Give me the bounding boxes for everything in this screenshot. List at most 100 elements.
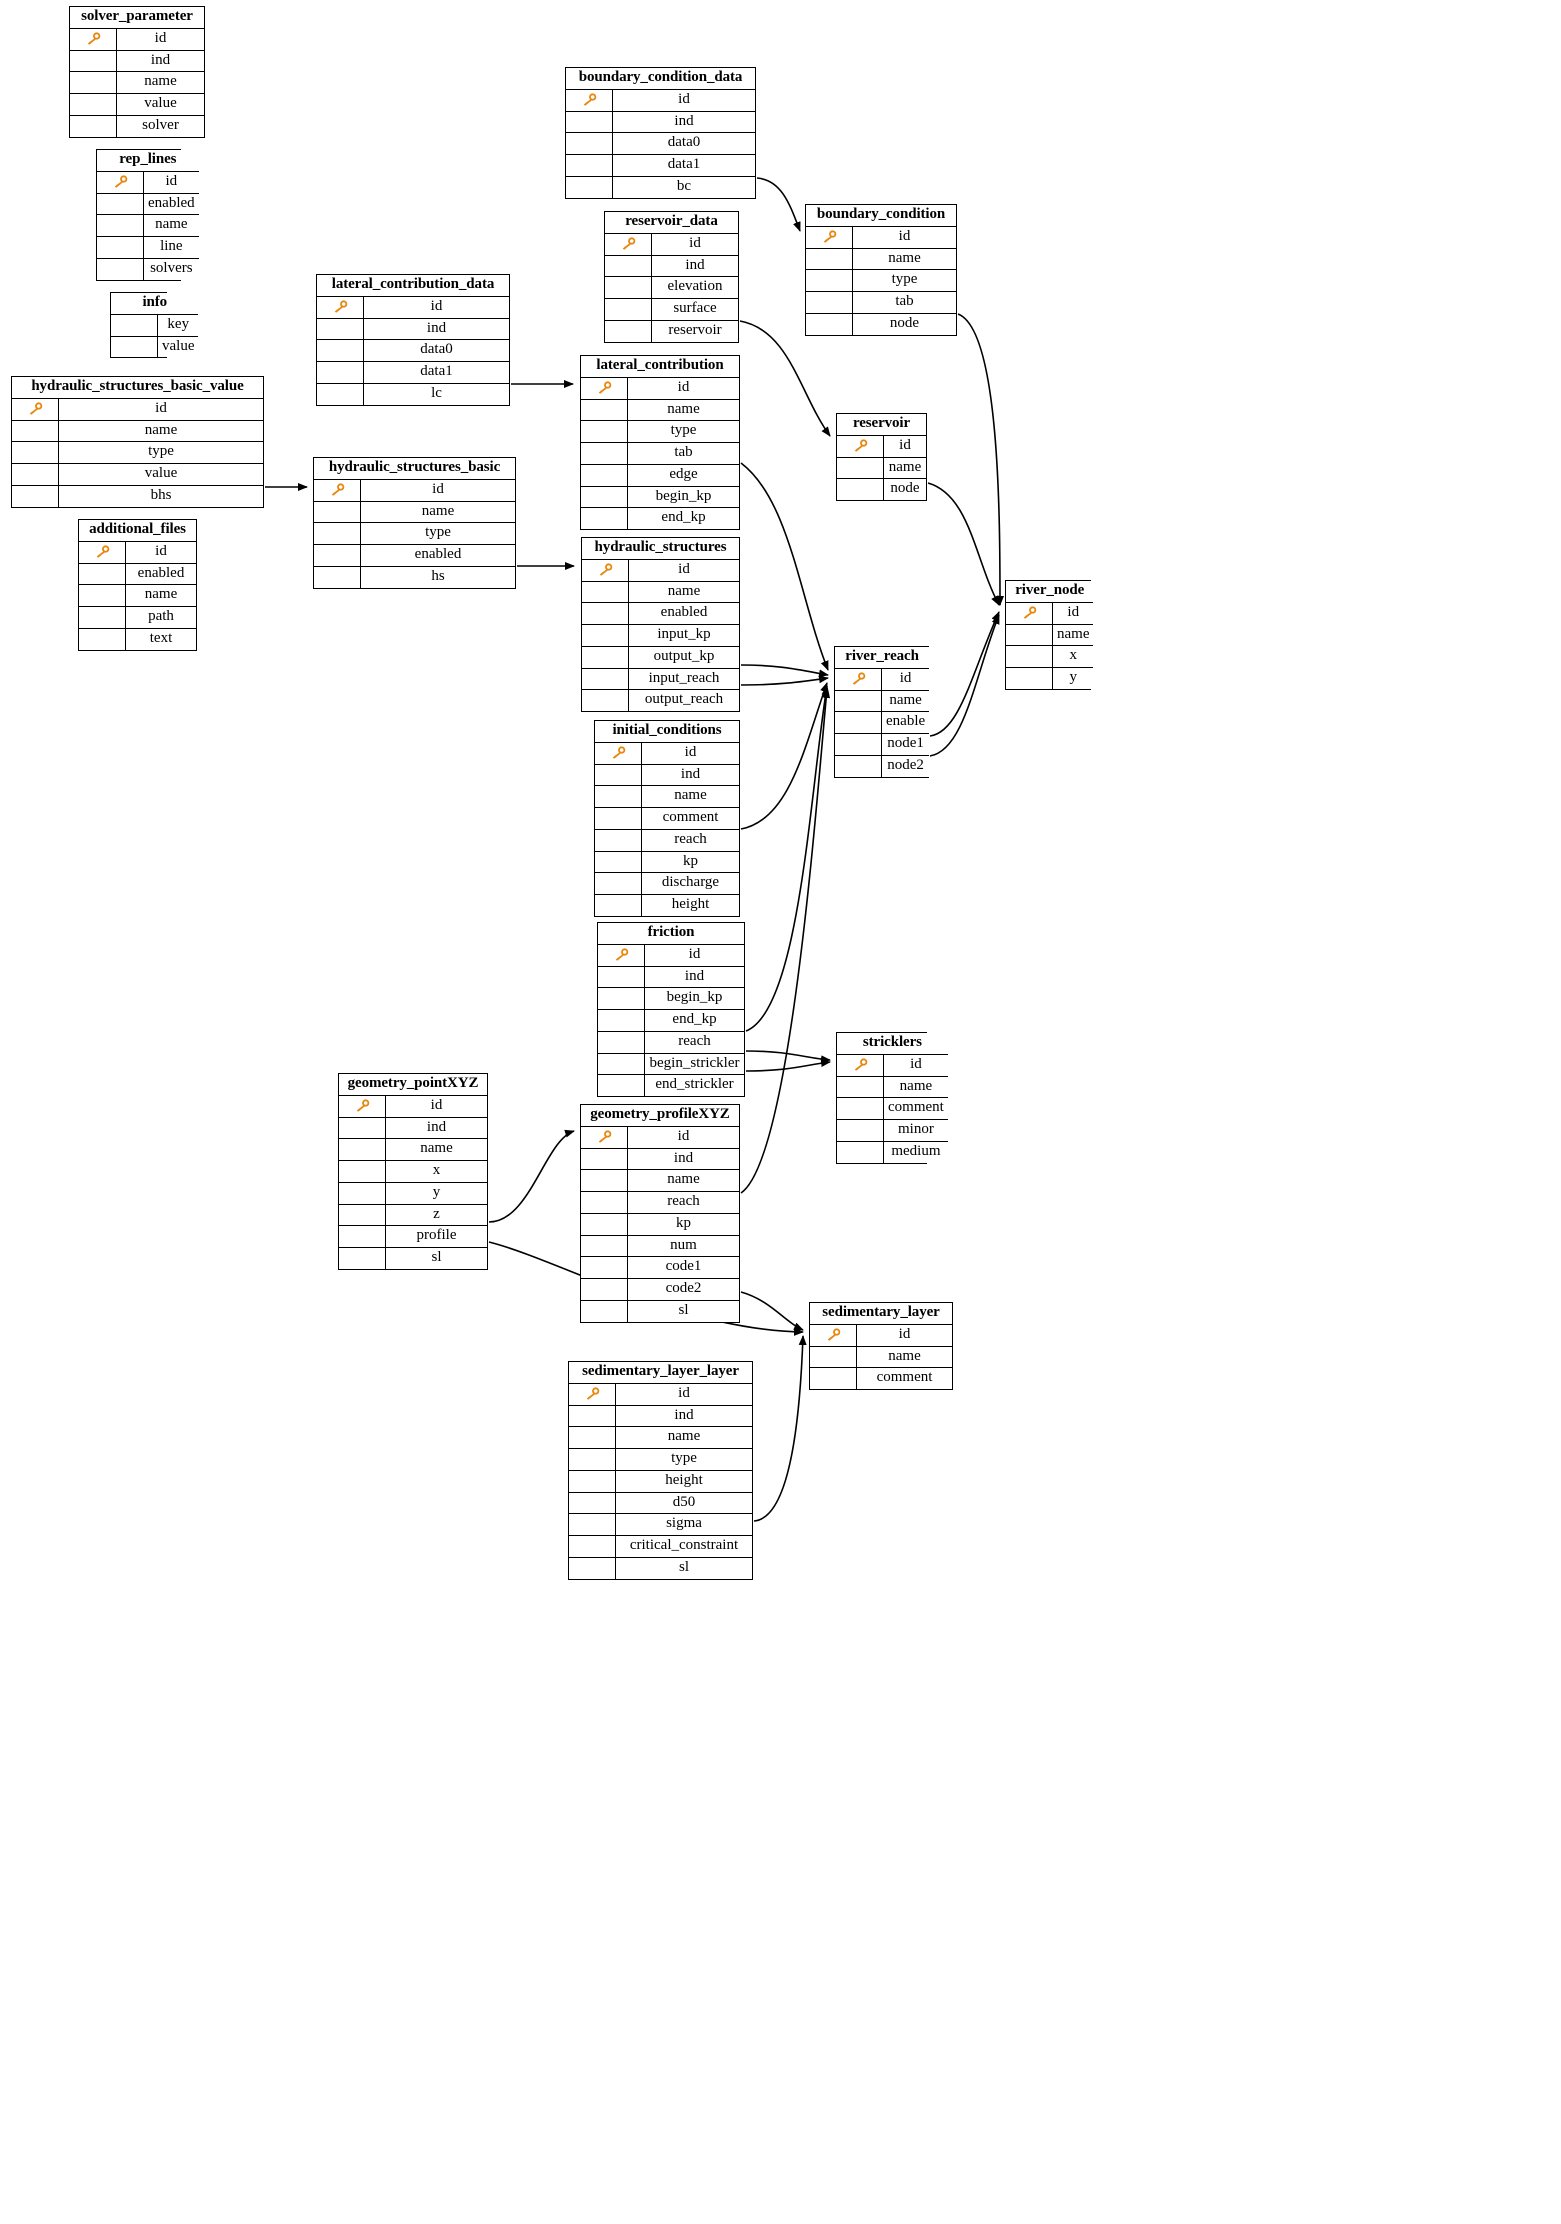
entity-field-row: x [1006, 645, 1094, 668]
entity-field-row: sl [339, 1246, 487, 1269]
field-name: output_kp [628, 645, 739, 668]
field-name: id [651, 232, 738, 255]
entity-title: rep_lines [97, 150, 199, 172]
field-name: y [1052, 666, 1094, 689]
field-key-blank [97, 192, 144, 215]
field-name: id [615, 1382, 752, 1405]
field-name: reach [627, 1191, 739, 1214]
edge-friction-reach [745, 685, 830, 1032]
field-key-blank [314, 522, 361, 545]
entity-field-row: name [810, 1345, 952, 1368]
field-key-blank [605, 298, 652, 321]
entity-field-row: minor [837, 1119, 948, 1142]
field-key-blank [70, 93, 117, 116]
entity-rep_lines: rep_lines id enabled name line solvers [96, 149, 199, 281]
entity-field-row: data0 [566, 132, 755, 155]
field-name: reservoir [651, 319, 738, 342]
field-name: type [360, 522, 515, 545]
field-name: minor [883, 1119, 948, 1142]
field-key-blank [12, 419, 59, 442]
field-key-blank [806, 247, 853, 270]
entity-field-row: name [79, 584, 196, 607]
field-name: data1 [612, 154, 755, 177]
entity-title: reservoir_data [605, 212, 738, 234]
entity-title: info [111, 293, 199, 315]
field-key-blank [566, 175, 613, 198]
field-key-blank [581, 1299, 628, 1322]
entity-field-row: id [598, 943, 744, 966]
field-name: comment [883, 1097, 948, 1120]
entity-field-row: id [582, 558, 739, 581]
field-key-blank [79, 562, 126, 585]
field-name: name [852, 247, 956, 270]
field-name: z [385, 1203, 487, 1226]
field-key-blank [339, 1116, 386, 1139]
field-name: ind [641, 763, 739, 786]
field-name: node [852, 312, 956, 335]
entity-field-row: critical_constraint [569, 1535, 752, 1558]
field-key-blank [605, 319, 652, 342]
field-key-blank [317, 317, 364, 340]
entity-field-row: code1 [581, 1256, 739, 1279]
field-key-blank [835, 754, 882, 777]
entity-field-row: reach [598, 1030, 744, 1053]
field-key-blank [598, 1052, 645, 1075]
field-key-blank [837, 478, 884, 500]
entity-field-row: name [70, 71, 204, 94]
entity-field-row: type [581, 420, 739, 443]
entity-lateral_contribution: lateral_contribution id name type tab ed… [580, 355, 740, 530]
entity-field-row: value [70, 93, 204, 116]
field-name: solver [116, 114, 204, 137]
field-key-blank [605, 254, 652, 277]
entity-field-row: id [605, 232, 738, 255]
field-name: reach [641, 828, 739, 851]
entity-field-row: height [595, 893, 739, 916]
edge-friction-beginstrickler [745, 1050, 831, 1064]
entity-field-row: name [97, 214, 199, 237]
field-name: discharge [641, 872, 739, 895]
entity-title: river_node [1006, 581, 1094, 603]
field-name: code1 [627, 1256, 739, 1279]
primary-key-icon [317, 295, 364, 318]
field-key-blank [581, 507, 628, 529]
edge-bcdata-bc [756, 177, 801, 232]
field-name: input_kp [628, 624, 739, 647]
field-name: num [627, 1234, 739, 1257]
primary-key-icon [806, 225, 853, 248]
field-name: name [385, 1138, 487, 1161]
field-name: begin_kp [627, 485, 739, 508]
field-key-blank [835, 733, 882, 756]
field-name: comment [856, 1367, 952, 1389]
entity-field-row: name [569, 1426, 752, 1449]
field-name: data1 [363, 361, 509, 384]
entity-field-row: name [12, 419, 263, 442]
field-key-blank [581, 398, 628, 421]
entity-field-row: id [70, 27, 204, 50]
field-key-blank [317, 361, 364, 384]
primary-key-icon [70, 27, 117, 50]
primary-key-icon [598, 943, 645, 966]
entity-field-row: code2 [581, 1278, 739, 1301]
field-name: name [125, 584, 196, 607]
primary-key-icon [97, 170, 144, 193]
field-key-blank [595, 828, 642, 851]
entity-field-row: kp [581, 1212, 739, 1235]
field-name: name [143, 214, 199, 237]
entity-title: lateral_contribution_data [317, 275, 509, 297]
field-name: id [116, 27, 204, 50]
entity-field-row: discharge [595, 872, 739, 895]
field-key-blank [837, 1097, 884, 1120]
field-name: id [856, 1323, 952, 1346]
entity-field-row: name [1006, 623, 1094, 646]
entity-field-row: output_reach [582, 689, 739, 711]
primary-key-icon [12, 397, 59, 420]
edge-reach-node2 [929, 614, 1000, 757]
field-name: ind [612, 110, 755, 133]
entity-river_node: river_node id name x y [1005, 580, 1094, 690]
field-name: type [627, 420, 739, 443]
field-name: name [1052, 623, 1094, 646]
entity-field-row: ind [581, 1147, 739, 1170]
field-key-blank [314, 500, 361, 523]
field-name: bc [612, 175, 755, 198]
field-key-blank [569, 1513, 616, 1536]
